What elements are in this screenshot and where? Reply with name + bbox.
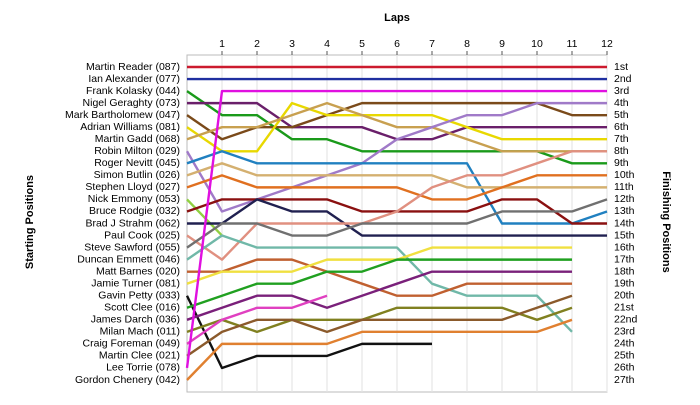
x-tick-label: 10 xyxy=(531,38,543,50)
x-tick-label: 7 xyxy=(429,38,435,50)
finish-position-label: 25th xyxy=(614,350,635,362)
start-position-label: Duncan Emmett (046) xyxy=(77,253,180,265)
x-tick-label: 6 xyxy=(394,38,400,50)
finish-position-label: 26th xyxy=(614,362,635,374)
x-tick-label: 12 xyxy=(601,38,613,50)
finish-position-label: 23rd xyxy=(614,326,635,338)
x-tick-label: 11 xyxy=(567,38,578,50)
finish-position-label: 21st xyxy=(614,302,634,314)
position-line xyxy=(186,234,573,333)
x-tick-label: 4 xyxy=(324,38,330,50)
start-position-label: Bruce Rodgie (032) xyxy=(89,205,180,217)
position-line xyxy=(186,306,573,334)
x-tick-label: 5 xyxy=(359,38,365,50)
start-position-label: Ian Alexander (077) xyxy=(88,73,180,85)
start-position-label: James Darch (036) xyxy=(91,314,180,326)
position-line xyxy=(186,198,608,249)
start-position-label: Steve Sawford (055) xyxy=(84,241,180,253)
x-tick-label: 8 xyxy=(464,38,470,50)
finish-position-label: 13th xyxy=(614,205,635,217)
start-position-label: Martin Clee (021) xyxy=(99,350,180,362)
start-position-label: Robin Milton (029) xyxy=(94,145,180,157)
y-axis-title: Starting Positions xyxy=(24,175,36,269)
position-line xyxy=(186,162,607,189)
position-line xyxy=(185,295,432,370)
position-line xyxy=(185,89,607,369)
start-position-label: Nigel Geraghty (073) xyxy=(83,97,180,109)
start-position-label: Paul Cook (025) xyxy=(104,229,180,241)
finish-position-label: 3rd xyxy=(614,85,629,97)
position-line xyxy=(186,318,573,381)
start-position-label: Nick Emmony (053) xyxy=(88,193,180,205)
finish-position-label: 9th xyxy=(614,157,629,169)
start-position-label: Frank Kolasky (044) xyxy=(86,85,180,97)
finish-position-label: 16th xyxy=(614,241,635,253)
finish-position-label: 27th xyxy=(614,374,635,386)
position-line xyxy=(186,174,607,201)
start-position-label: Scott Clee (016) xyxy=(104,302,180,314)
start-position-label: Adrian Williams (081) xyxy=(80,121,180,133)
start-position-label: Jamie Turner (081) xyxy=(91,277,180,289)
y2-axis-title: Finishing Positions xyxy=(660,171,672,272)
finish-position-label: 1st xyxy=(614,61,628,73)
position-line xyxy=(186,294,573,357)
finish-position-label: 8th xyxy=(614,145,629,157)
finish-position-label: 22nd xyxy=(614,314,638,326)
start-position-label: Craig Foreman (049) xyxy=(83,338,180,350)
position-line xyxy=(186,198,223,237)
finish-position-label: 5th xyxy=(614,109,629,121)
position-line xyxy=(186,101,607,153)
start-position-label: Brad J Strahm (062) xyxy=(85,217,180,229)
start-position-label: Gavin Petty (033) xyxy=(98,290,180,302)
start-position-label: Martin Reader (087) xyxy=(86,61,180,73)
start-position-label: Martin Gadd (068) xyxy=(95,133,180,145)
finish-position-label: 11th xyxy=(614,181,634,193)
finish-position-label: 4th xyxy=(614,97,629,109)
finish-position-label: 24th xyxy=(614,338,635,350)
finish-position-label: 15th xyxy=(614,229,635,241)
finish-position-label: 20th xyxy=(614,290,635,302)
x-tick-label: 9 xyxy=(499,38,505,50)
finish-position-label: 19th xyxy=(614,277,635,289)
finish-position-label: 10th xyxy=(614,169,635,181)
position-line xyxy=(186,270,572,321)
finish-position-label: 6th xyxy=(614,121,629,133)
start-position-label: Roger Nevitt (045) xyxy=(94,157,180,169)
finish-position-label: 7th xyxy=(614,133,629,145)
position-line xyxy=(186,258,572,309)
start-position-label: Mark Bartholomew (047) xyxy=(65,109,180,121)
start-position-label: Milan Mach (011) xyxy=(100,326,180,338)
finish-position-label: 14th xyxy=(614,217,635,229)
position-line xyxy=(186,150,608,225)
x-tick-label: 3 xyxy=(289,38,295,50)
position-line xyxy=(186,294,328,345)
finish-position-label: 12th xyxy=(614,193,635,205)
position-line xyxy=(186,246,572,285)
start-position-label: Simon Butlin (026) xyxy=(94,169,180,181)
x-tick-label: 1 xyxy=(219,38,225,50)
start-position-label: Gordon Chenery (042) xyxy=(75,374,180,386)
x-axis-title: Laps xyxy=(384,12,410,24)
start-position-label: Stephen Lloyd (027) xyxy=(85,181,180,193)
x-tick-label: 2 xyxy=(254,38,260,50)
start-position-label: Lee Torrie (078) xyxy=(106,362,180,374)
finish-position-label: 17th xyxy=(614,253,635,265)
finish-position-label: 18th xyxy=(614,265,635,277)
finish-position-label: 2nd xyxy=(614,73,632,85)
start-position-label: Matt Barnes (020) xyxy=(96,265,180,277)
position-line xyxy=(186,101,607,153)
position-line xyxy=(187,198,607,237)
